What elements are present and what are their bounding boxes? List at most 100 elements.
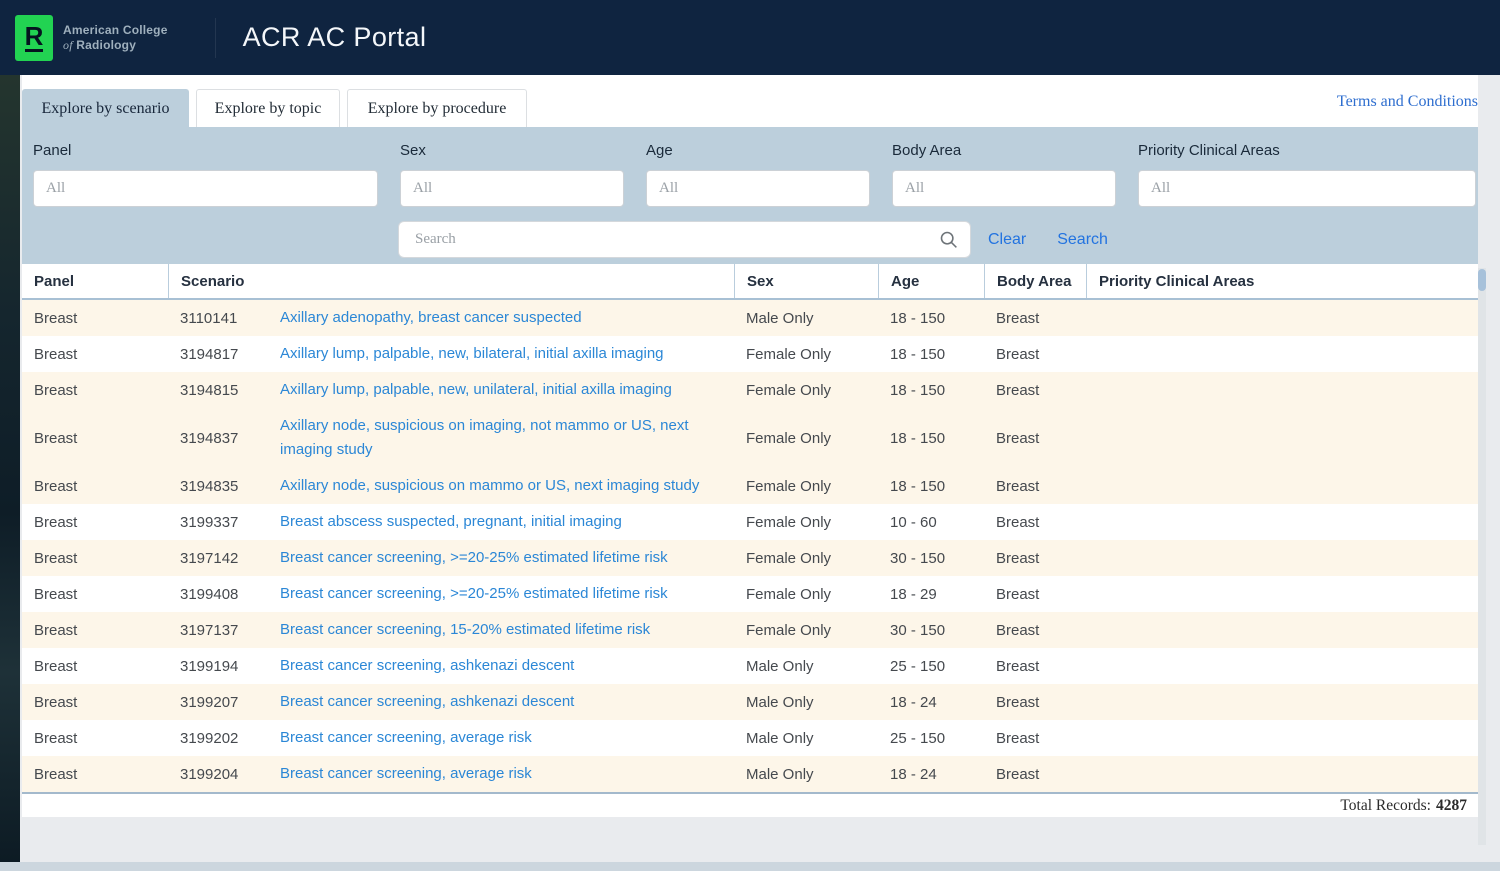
page-title: ACR AC Portal bbox=[243, 22, 427, 53]
scenario-link[interactable]: Axillary adenopathy, breast cancer suspe… bbox=[280, 300, 582, 336]
table-row: Breast 3199202 Breast cancer screening, … bbox=[22, 720, 1478, 756]
acr-logo-letter: R bbox=[25, 24, 44, 48]
scenario-cell: 3194835 Axillary node, suspicious on mam… bbox=[168, 468, 734, 504]
table-header-row: Panel Scenario Sex Age Body Area Priorit… bbox=[22, 264, 1478, 300]
terms-and-conditions-link[interactable]: Terms and Conditions bbox=[1337, 93, 1478, 111]
panel-cell: Breast bbox=[22, 430, 168, 447]
body-area-filter-input[interactable] bbox=[892, 170, 1116, 207]
tab-explore-by-topic[interactable]: Explore by topic bbox=[196, 89, 340, 127]
sex-cell: Female Only bbox=[734, 550, 878, 567]
sex-cell: Female Only bbox=[734, 430, 878, 447]
table-row: Breast 3199337 Breast abscess suspected,… bbox=[22, 504, 1478, 540]
filter-panel: Panel Sex Age Body Area Priority Clinica… bbox=[22, 127, 1478, 264]
filter-label-body-area: Body Area bbox=[892, 142, 1116, 159]
body-area-cell: Breast bbox=[984, 346, 1086, 363]
sex-filter-input[interactable] bbox=[400, 170, 624, 207]
vertical-scrollbar[interactable] bbox=[1478, 268, 1486, 845]
scenario-link[interactable]: Axillary lump, palpable, new, bilateral,… bbox=[280, 336, 664, 372]
scenario-link[interactable]: Breast cancer screening, average risk bbox=[280, 720, 532, 756]
scenario-cell: 3199204 Breast cancer screening, average… bbox=[168, 756, 734, 792]
age-cell: 18 - 150 bbox=[878, 430, 984, 447]
table-row: Breast 3194837 Axillary node, suspicious… bbox=[22, 408, 1478, 468]
scenario-id: 3199408 bbox=[180, 586, 280, 603]
age-cell: 18 - 29 bbox=[878, 586, 984, 603]
scenario-cell: 3197137 Breast cancer screening, 15-20% … bbox=[168, 612, 734, 648]
scenario-cell: 3194817 Axillary lump, palpable, new, bi… bbox=[168, 336, 734, 372]
sex-cell: Male Only bbox=[734, 766, 878, 783]
vertical-scrollbar-thumb[interactable] bbox=[1478, 269, 1486, 291]
scenario-cell: 3199194 Breast cancer screening, ashkena… bbox=[168, 648, 734, 684]
scenario-id: 3194835 bbox=[180, 478, 280, 495]
priority-clinical-areas-filter-input[interactable] bbox=[1138, 170, 1476, 207]
brand-line2: of Radiology bbox=[63, 38, 168, 53]
body-area-cell: Breast bbox=[984, 430, 1086, 447]
page: R American College of Radiology ACR AC P… bbox=[0, 0, 1500, 871]
total-records-label: Total Records: bbox=[1340, 797, 1431, 815]
filter-label-sex: Sex bbox=[400, 142, 624, 159]
app-header: R American College of Radiology ACR AC P… bbox=[0, 0, 1500, 75]
scenario-cell: 3194837 Axillary node, suspicious on ima… bbox=[168, 408, 734, 468]
body-area-cell: Breast bbox=[984, 622, 1086, 639]
scenario-id: 3110141 bbox=[180, 310, 280, 327]
scenario-link[interactable]: Breast abscess suspected, pregnant, init… bbox=[280, 504, 622, 540]
sex-cell: Female Only bbox=[734, 382, 878, 399]
scenario-link[interactable]: Breast cancer screening, ashkenazi desce… bbox=[280, 684, 574, 720]
scenario-cell: 3199408 Breast cancer screening, >=20-25… bbox=[168, 576, 734, 612]
clear-button[interactable]: Clear bbox=[988, 231, 1026, 249]
scenario-link[interactable]: Breast cancer screening, >=20-25% estima… bbox=[280, 576, 668, 612]
scenario-link[interactable]: Breast cancer screening, average risk bbox=[280, 756, 532, 792]
table-row: Breast 3199207 Breast cancer screening, … bbox=[22, 684, 1478, 720]
age-cell: 18 - 150 bbox=[878, 478, 984, 495]
search-button[interactable]: Search bbox=[1057, 231, 1108, 249]
table-row: Breast 3197142 Breast cancer screening, … bbox=[22, 540, 1478, 576]
column-header-age: Age bbox=[878, 264, 984, 298]
age-cell: 25 - 150 bbox=[878, 658, 984, 675]
scenario-link[interactable]: Axillary node, suspicious on imaging, no… bbox=[280, 408, 732, 468]
table-row: Breast 3199408 Breast cancer screening, … bbox=[22, 576, 1478, 612]
panel-cell: Breast bbox=[22, 514, 168, 531]
scenario-cell: 3110141 Axillary adenopathy, breast canc… bbox=[168, 300, 734, 336]
brand-name: American College of Radiology bbox=[63, 23, 168, 53]
filter-grid: Panel Sex Age Body Area Priority Clinica… bbox=[22, 142, 1478, 207]
column-header-scenario: Scenario bbox=[168, 264, 734, 298]
panel-filter-input[interactable] bbox=[33, 170, 378, 207]
scenario-link[interactable]: Axillary lump, palpable, new, unilateral… bbox=[280, 372, 672, 408]
scenario-id: 3199204 bbox=[180, 766, 280, 783]
tab-explore-by-scenario[interactable]: Explore by scenario bbox=[22, 89, 189, 127]
tab-explore-by-procedure[interactable]: Explore by procedure bbox=[347, 89, 527, 127]
panel-cell: Breast bbox=[22, 766, 168, 783]
panel-cell: Breast bbox=[22, 478, 168, 495]
total-records-value: 4287 bbox=[1436, 797, 1467, 815]
scenario-link[interactable]: Breast cancer screening, 15-20% estimate… bbox=[280, 612, 650, 648]
brand-radiology: Radiology bbox=[76, 38, 136, 52]
scenario-cell: 3199202 Breast cancer screening, average… bbox=[168, 720, 734, 756]
scenario-cell: 3194815 Axillary lump, palpable, new, un… bbox=[168, 372, 734, 408]
search-input[interactable] bbox=[398, 221, 971, 258]
filter-field-body-area: Body Area bbox=[892, 142, 1116, 207]
age-filter-input[interactable] bbox=[646, 170, 870, 207]
scenario-cell: 3197142 Breast cancer screening, >=20-25… bbox=[168, 540, 734, 576]
scenario-id: 3194837 bbox=[180, 430, 280, 447]
scenario-link[interactable]: Breast cancer screening, >=20-25% estima… bbox=[280, 540, 668, 576]
table-footer: Total Records: 4287 bbox=[22, 794, 1478, 817]
sex-cell: Female Only bbox=[734, 622, 878, 639]
body-area-cell: Breast bbox=[984, 382, 1086, 399]
panel-cell: Breast bbox=[22, 622, 168, 639]
column-header-panel: Panel bbox=[22, 264, 168, 298]
age-cell: 30 - 150 bbox=[878, 622, 984, 639]
acr-logo-icon: R bbox=[15, 15, 53, 61]
filter-label-age: Age bbox=[646, 142, 870, 159]
sex-cell: Male Only bbox=[734, 694, 878, 711]
scenario-id: 3199207 bbox=[180, 694, 280, 711]
scenario-link[interactable]: Breast cancer screening, ashkenazi desce… bbox=[280, 648, 574, 684]
scenario-link[interactable]: Axillary node, suspicious on mammo or US… bbox=[280, 468, 699, 504]
scenario-id: 3199202 bbox=[180, 730, 280, 747]
scenario-id: 3194817 bbox=[180, 346, 280, 363]
results-table: Panel Scenario Sex Age Body Area Priorit… bbox=[22, 264, 1478, 794]
body-area-cell: Breast bbox=[984, 586, 1086, 603]
scenario-cell: 3199207 Breast cancer screening, ashkena… bbox=[168, 684, 734, 720]
body-area-cell: Breast bbox=[984, 730, 1086, 747]
body-area-cell: Breast bbox=[984, 550, 1086, 567]
panel-cell: Breast bbox=[22, 658, 168, 675]
sex-cell: Male Only bbox=[734, 310, 878, 327]
